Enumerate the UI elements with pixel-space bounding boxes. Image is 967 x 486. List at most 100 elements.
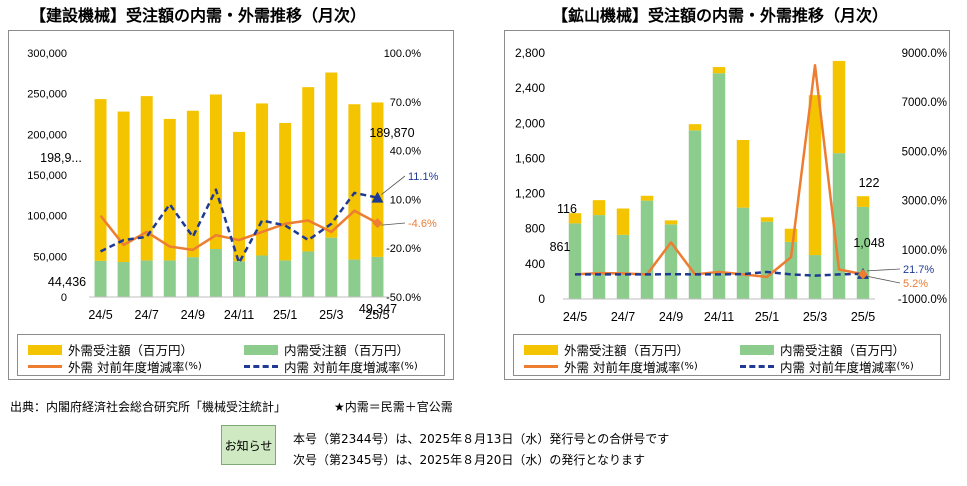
inner-demand-bar <box>856 206 870 299</box>
left-axis-tick-label: 1,600 <box>515 151 545 165</box>
outer-demand-bar <box>348 104 361 260</box>
notice-button[interactable]: お知らせ <box>221 425 276 465</box>
legend-outer-rate-label: 外需 対前年度増減率 <box>564 360 681 375</box>
notice-line-1: 本号（第2344号）は、2025年８月13日（水）発行号との合併号です <box>293 432 670 446</box>
outer-rate-leader-line <box>381 222 406 226</box>
outer-demand-bar <box>163 118 176 261</box>
inner-demand-bar <box>302 251 315 297</box>
legend-unit: (%) <box>896 361 914 372</box>
left-axis-tick-label: 2,000 <box>515 116 545 130</box>
legend-inner-rate-line <box>244 365 278 368</box>
outer-demand-bar <box>117 111 130 263</box>
inner-rate-leader-line <box>381 175 406 195</box>
legend-outer-bar: 外需受注額（百万円） <box>524 340 689 359</box>
x-axis-tick-label: 25/3 <box>803 310 827 324</box>
inner-rate-line <box>99 188 378 265</box>
right-axis-tick-label: 9000.0% <box>902 48 947 60</box>
inner-demand-bar <box>140 260 153 297</box>
legend-inner-bar-label: 内需受注額（百万円） <box>284 343 410 358</box>
right-axis-tick-label: 3000.0% <box>902 196 947 208</box>
mining-chart-legend: 外需受注額（百万円） 内需受注額（百万円） 外需 対前年度増減率 (%) 内需 対… <box>513 334 941 376</box>
outer-demand-bar <box>233 131 245 262</box>
last-outer-rate-label: -4.6% <box>408 218 437 230</box>
left-axis-tick-label: 400 <box>525 257 545 271</box>
inner-demand-bar <box>371 256 384 297</box>
outer-demand-bar <box>568 213 582 224</box>
x-axis-tick-label: 25/1 <box>273 308 297 322</box>
legend-outer-rate: 外需 対前年度増減率 (%) <box>524 357 698 376</box>
right-axis-tick-label: 1000.0% <box>902 245 947 257</box>
outer-demand-bar <box>808 95 822 256</box>
legend-inner-rate-label: 内需 対前年度増減率 <box>780 360 897 375</box>
inner-demand-bar <box>209 249 222 297</box>
chart-title-mining: 【鉱山機械】受注額の内需・外需推移（月次） <box>552 6 889 25</box>
outer-demand-bar <box>592 200 606 216</box>
last-outer-rate-label: 5.2% <box>903 278 928 290</box>
outer-rate-last-marker <box>858 269 868 280</box>
first-outer-value-label: 116 <box>557 202 577 216</box>
x-axis-tick-label: 24/7 <box>135 308 159 322</box>
outer-demand-bar <box>640 195 654 201</box>
outer-demand-bar <box>832 60 846 154</box>
inner-demand-bar <box>712 73 726 299</box>
outer-demand-bar <box>140 96 153 261</box>
right-axis-tick-label: 7000.0% <box>902 97 947 109</box>
x-axis-tick-label: 24/11 <box>704 310 734 324</box>
mining-machinery-chart: 2,800 2,400 2,000 1,600 1,200 800 400 0 9000.0% 7… <box>504 30 950 380</box>
x-axis-tick-label: 24/5 <box>88 308 112 322</box>
x-axis-tick-label: 25/5 <box>365 308 389 322</box>
legend-inner-rate-label: 内需 対前年度増減率 <box>284 360 401 375</box>
outer-demand-bar <box>371 102 384 257</box>
inner-demand-bar <box>94 260 107 297</box>
legend-inner-rate: 内需 対前年度増減率 (%) <box>740 357 914 376</box>
x-axis-tick-label: 24/9 <box>181 308 205 322</box>
construction-chart-legend: 外需受注額（百万円） 内需受注額（百万円） 外需 対前年度増減率 (%) 内需 対… <box>17 334 445 376</box>
left-axis-tick-label: 0 <box>61 292 67 304</box>
right-axis-tick-label: 40.0% <box>390 146 421 158</box>
legend-outer-bar-label: 外需受注額（百万円） <box>68 343 194 358</box>
legend-inner-bar: 内需受注額（百万円） <box>244 340 409 359</box>
inner-demand-bar <box>832 153 846 299</box>
inner-demand-bar <box>616 234 630 299</box>
inner-demand-bar <box>664 224 678 299</box>
right-axis-tick-label: -20.0% <box>386 243 421 255</box>
outer-demand-bar <box>616 208 630 235</box>
x-axis-tick-label: 24/9 <box>659 310 683 324</box>
legend-outer-rate-line <box>524 365 558 368</box>
inner-demand-bar <box>736 207 750 299</box>
inner-demand-bar <box>163 260 176 297</box>
legend-outer-swatch <box>524 344 558 355</box>
outer-demand-bar <box>209 94 222 250</box>
right-axis-tick-label: -1000.0% <box>898 294 947 306</box>
inner-rate-line <box>575 270 864 277</box>
last-inner-rate-label: 11.1% <box>408 171 439 183</box>
left-axis-tick-label: 150,000 <box>27 170 67 182</box>
outer-demand-bar <box>325 72 338 238</box>
inner-demand-bar <box>279 260 292 297</box>
inner-demand-bar <box>760 221 774 299</box>
left-axis-tick-label: 100,000 <box>27 211 67 223</box>
inner-demand-bar <box>256 255 269 297</box>
inner-rate-leader-line <box>866 268 901 272</box>
outer-demand-bar <box>279 122 292 261</box>
right-axis-tick-label: -50.0% <box>386 292 421 304</box>
left-axis-tick-label: 250,000 <box>27 89 67 101</box>
construction-machinery-chart: 300,000 250,000 200,000 150,000 100,000 50,00… <box>8 30 454 380</box>
legend-inner-bar-label: 内需受注額（百万円） <box>780 343 906 358</box>
source-note: ★内需＝民需＋官公需 <box>334 400 453 414</box>
inner-demand-bar <box>568 223 582 299</box>
last-inner-value-label: 49,347 <box>359 302 397 316</box>
inner-demand-bar <box>688 130 702 299</box>
legend-inner-swatch <box>740 344 774 355</box>
left-axis-tick-label: 0 <box>538 292 545 306</box>
outer-rate-leader-line <box>866 275 901 284</box>
outer-demand-bar <box>712 67 726 74</box>
right-axis-tick-label: 10.0% <box>390 194 421 206</box>
outer-demand-bar <box>186 110 199 258</box>
inner-demand-bar <box>233 261 245 297</box>
x-axis-tick-label: 25/3 <box>319 308 343 322</box>
legend-inner-rate: 内需 対前年度増減率 (%) <box>244 357 418 376</box>
left-axis-tick-label: 200,000 <box>27 129 67 141</box>
legend-unit: (%) <box>400 361 418 372</box>
outer-demand-bar <box>664 220 678 225</box>
